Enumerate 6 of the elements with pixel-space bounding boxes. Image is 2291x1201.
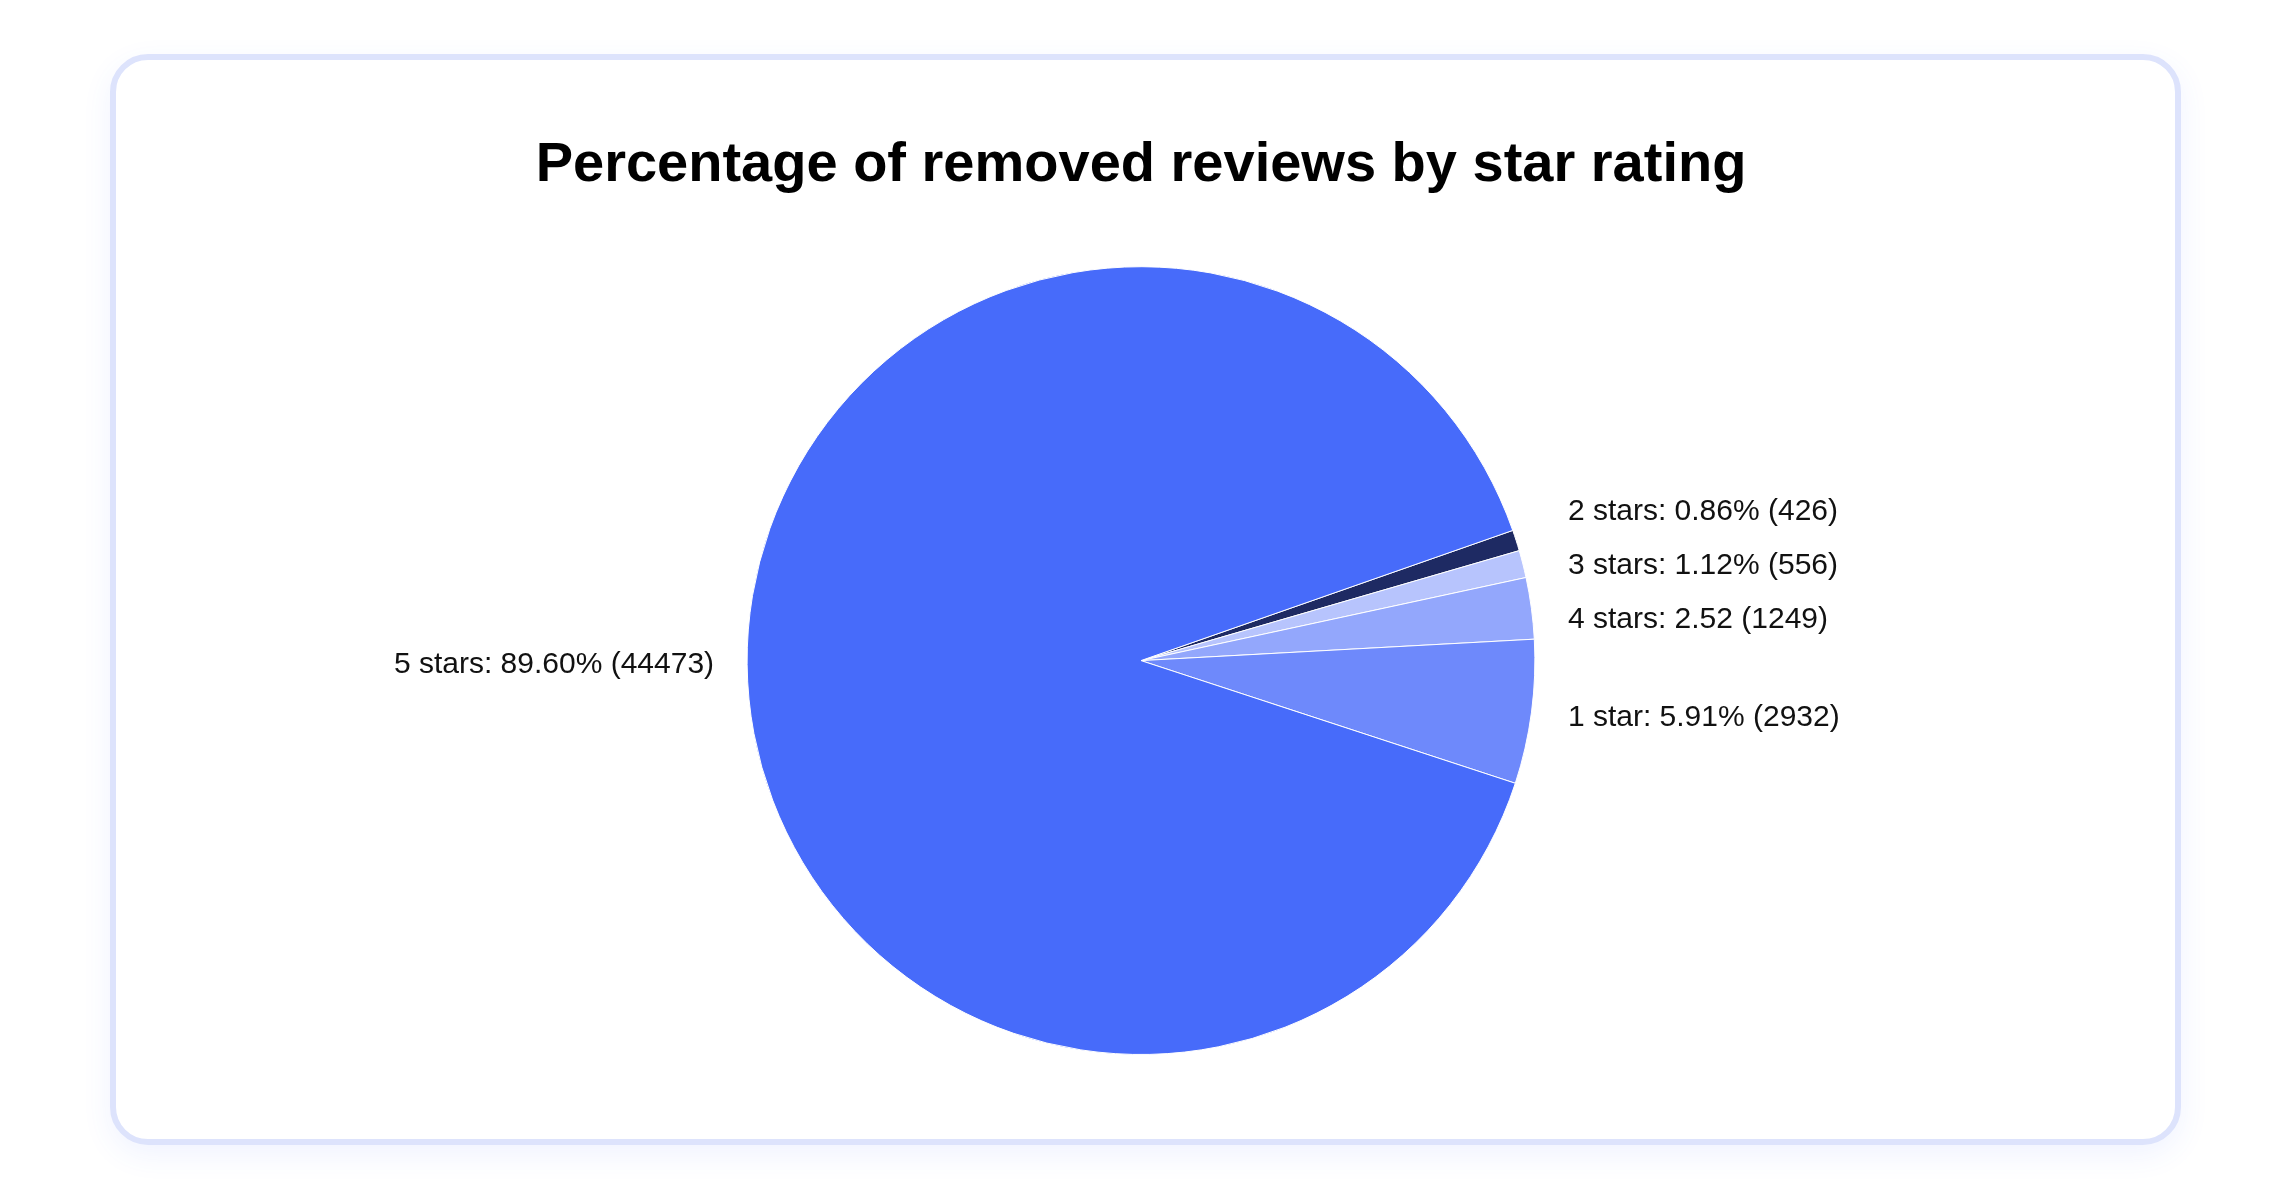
slice-label: 2 stars: 0.86% (426) <box>1567 492 1839 526</box>
chart-title: Percentage of removed reviews by star rating <box>535 130 1747 194</box>
slice-label: 3 stars: 1.12% (556) <box>1567 546 1839 580</box>
slice-label: 1 star: 5.91% (2932) <box>1567 698 1840 732</box>
slice-label: 4 stars: 2.52 (1249) <box>1567 600 1829 634</box>
slice-label: 5 stars: 89.60% (44473) <box>393 646 715 680</box>
